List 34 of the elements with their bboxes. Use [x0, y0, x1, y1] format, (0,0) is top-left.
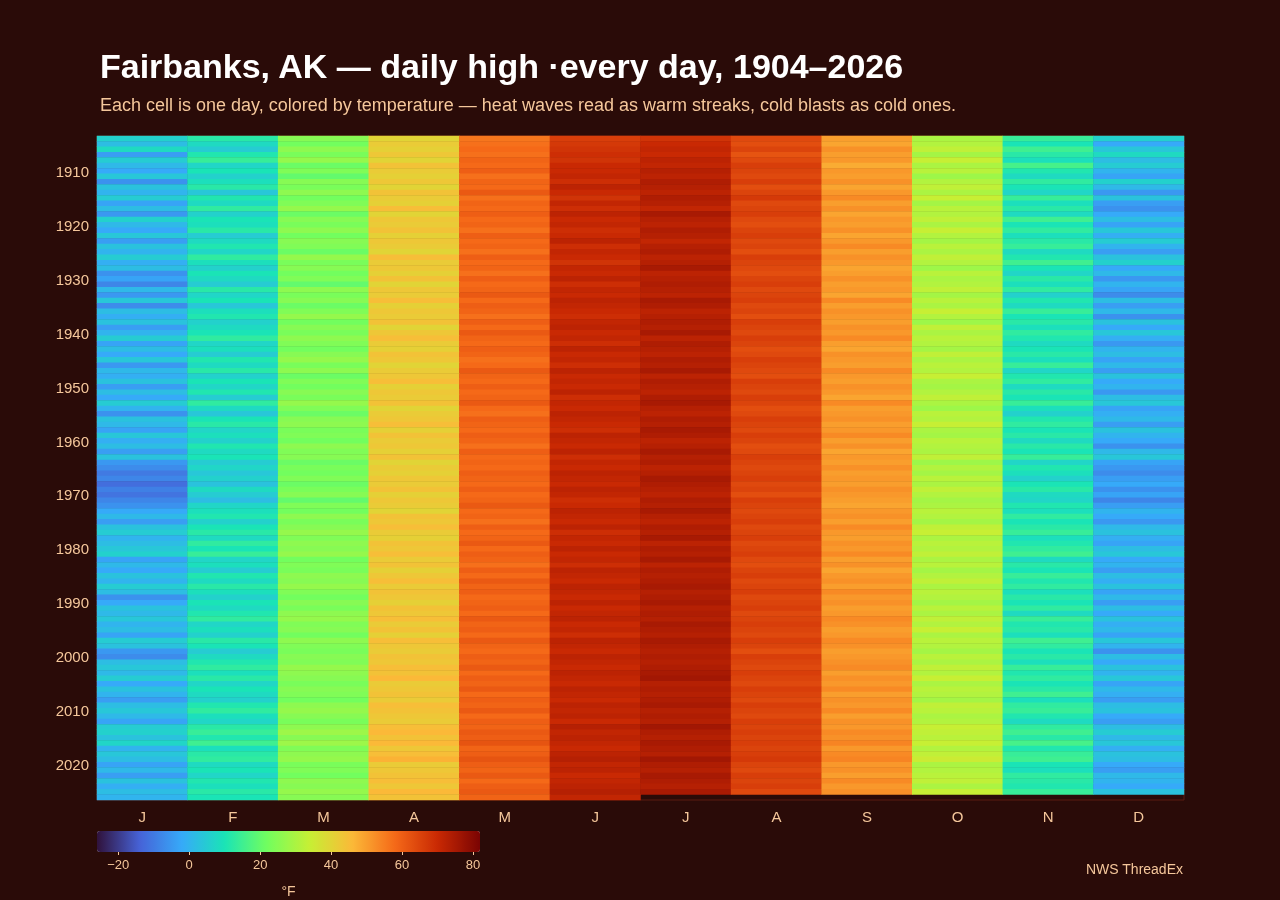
color-bar-label: 40 — [323, 857, 339, 872]
y-tick-label: 1990 — [55, 594, 89, 612]
color-bar-title: °F — [281, 883, 296, 899]
y-tick-label: 2010 — [55, 702, 89, 720]
chart-title: Fairbanks, AK — daily high ·every day, 1904–2026 — [100, 47, 904, 85]
color-bar-label: 80 — [465, 857, 481, 872]
y-tick-label: 2020 — [55, 756, 89, 774]
x-tick-label: S — [861, 808, 872, 825]
color-bar-label: −20 — [107, 857, 130, 872]
y-tick-label: 1950 — [55, 378, 89, 396]
x-tick-label: M — [317, 808, 330, 825]
color-bar-label: 60 — [394, 857, 410, 872]
y-tick-label: 1930 — [55, 270, 89, 288]
x-tick-label: J — [138, 808, 147, 825]
y-tick-label: 1910 — [55, 162, 89, 180]
x-tick-label: A — [409, 808, 420, 825]
x-tick-label: J — [591, 808, 599, 825]
x-tick-label: A — [771, 808, 782, 825]
y-tick-label: 1970 — [55, 486, 89, 504]
chart-subtitle: Each cell is one day, colored by temperature — heat waves read as warm streaks, cold blasts as cold ones. — [100, 95, 957, 115]
color-bar-label: 20 — [252, 857, 268, 872]
x-tick-label: O — [951, 808, 964, 825]
x-tick-label: N — [1042, 808, 1054, 825]
color-bar-label: 0 — [185, 857, 193, 872]
x-tick-label: M — [498, 808, 511, 825]
x-tick-label: F — [228, 808, 238, 825]
y-tick-label: 1920 — [55, 216, 89, 234]
text: NWS ThreadEx — [1086, 861, 1183, 877]
y-tick-label: 1940 — [55, 324, 89, 342]
y-tick-label: 1980 — [55, 540, 89, 558]
y-tick-label: 1960 — [55, 432, 89, 450]
y-tick-label: 2000 — [55, 648, 89, 666]
x-tick-label: J — [682, 808, 690, 825]
x-tick-label: D — [1133, 808, 1145, 825]
